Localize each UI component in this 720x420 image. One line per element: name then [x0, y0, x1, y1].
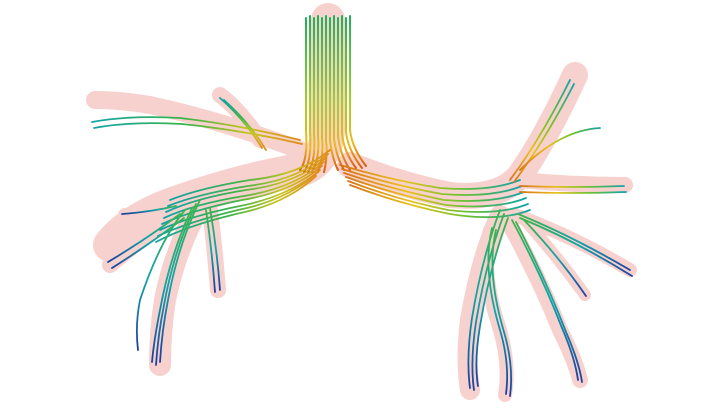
left-bronchus-streamlines	[91, 97, 331, 243]
right-bronchus-streamlines	[339, 79, 627, 219]
right-lower-streamlines	[467, 209, 633, 397]
left-lower-streamlines	[107, 199, 221, 366]
